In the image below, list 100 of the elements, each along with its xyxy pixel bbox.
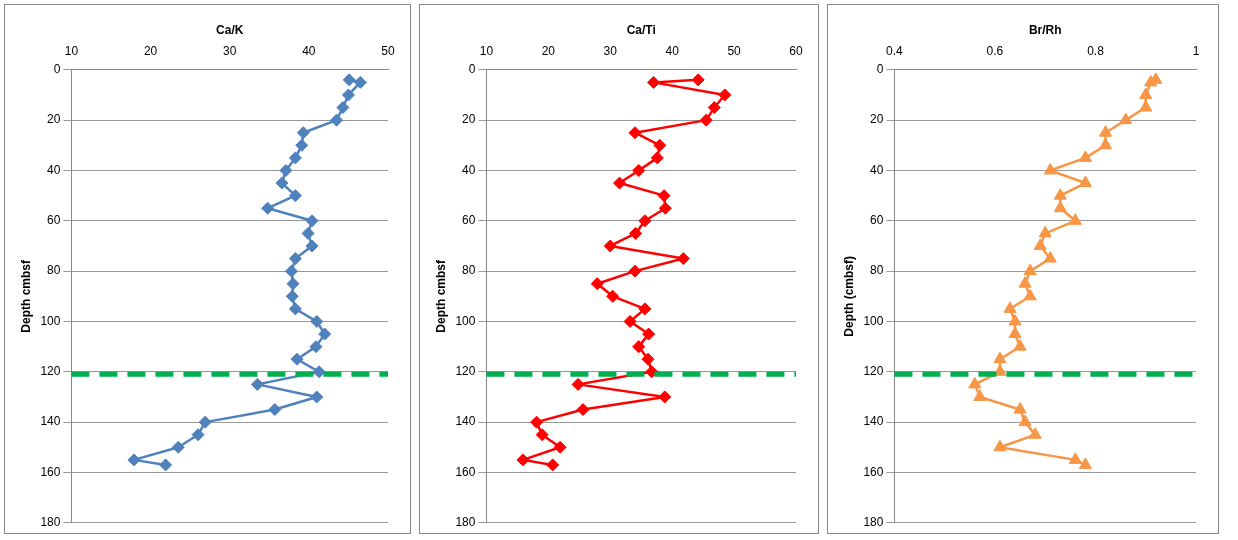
point <box>279 163 293 177</box>
point <box>1098 137 1113 150</box>
point <box>191 428 205 442</box>
y-tick-label: 40 <box>47 162 61 177</box>
point <box>309 340 323 354</box>
point <box>647 75 661 89</box>
x-tick-label: 0.4 <box>886 43 904 58</box>
point <box>353 75 367 89</box>
point <box>301 226 315 240</box>
y-tick-label: 180 <box>455 515 476 530</box>
point <box>1038 225 1052 238</box>
x-tick-label: 10 <box>479 43 494 58</box>
point <box>288 252 302 266</box>
point <box>1053 188 1067 200</box>
point <box>650 151 664 165</box>
point <box>632 163 646 177</box>
y-tick-label: 0 <box>53 62 61 77</box>
x-tick-label: 40 <box>665 43 680 58</box>
y-tick-label: 120 <box>455 364 476 379</box>
x-axis-title: Br/Rh <box>1028 22 1062 37</box>
y-tick-label: 140 <box>863 414 884 429</box>
point <box>968 376 982 389</box>
y-tick-label: 60 <box>870 213 884 228</box>
point <box>603 239 617 253</box>
point <box>336 101 350 115</box>
point <box>546 458 560 472</box>
y-tick-label: 100 <box>863 313 884 328</box>
y-tick-label: 140 <box>40 414 61 429</box>
point <box>1043 162 1057 175</box>
point <box>699 113 713 127</box>
point <box>1144 74 1158 87</box>
point <box>268 403 282 417</box>
point <box>1033 238 1047 250</box>
y-tick-label: 60 <box>462 213 476 228</box>
x-tick-label: 10 <box>64 43 79 58</box>
y-tick-label: 120 <box>40 364 61 379</box>
y-tick-label: 100 <box>40 313 61 328</box>
y-tick-label: 20 <box>870 112 884 127</box>
point <box>310 390 324 404</box>
point <box>642 327 656 341</box>
point <box>1018 276 1032 288</box>
y-tick-label: 0 <box>876 62 884 77</box>
point <box>638 302 652 316</box>
point <box>295 138 309 152</box>
point <box>288 151 302 165</box>
point <box>553 440 567 454</box>
point <box>707 101 721 115</box>
point <box>629 226 643 240</box>
point <box>198 415 212 429</box>
y-axis-title: Depth cmbsf <box>433 258 448 333</box>
point <box>973 389 987 401</box>
point <box>285 289 299 303</box>
y-tick-label: 180 <box>40 515 61 530</box>
point <box>1068 213 1082 225</box>
point <box>657 189 671 203</box>
point <box>606 289 620 303</box>
point <box>1028 427 1042 439</box>
point <box>1078 457 1092 469</box>
point <box>1139 87 1153 99</box>
y-tick-label: 0 <box>468 62 476 77</box>
point <box>638 214 652 228</box>
x-tick-label: 30 <box>223 43 237 58</box>
point <box>676 252 690 266</box>
point <box>590 277 604 291</box>
y-tick-label: 40 <box>870 162 884 177</box>
point <box>290 352 304 366</box>
x-tick-label: 60 <box>789 43 803 58</box>
point <box>613 176 627 190</box>
point <box>641 352 655 366</box>
point <box>330 113 344 127</box>
x-axis-title: Ca/Ti <box>626 22 656 37</box>
x-tick-label: 30 <box>603 43 618 58</box>
point <box>284 264 298 278</box>
y-tick-label: 40 <box>462 162 476 177</box>
point <box>1078 175 1092 188</box>
point <box>305 239 319 253</box>
point <box>1023 288 1037 301</box>
point <box>342 73 356 87</box>
point <box>288 189 302 203</box>
point <box>1078 150 1092 162</box>
y-tick-label: 160 <box>863 464 884 479</box>
point <box>691 73 705 87</box>
point <box>1119 112 1133 125</box>
point <box>645 365 659 379</box>
x-tick-label: 50 <box>727 43 742 58</box>
point <box>1013 339 1027 351</box>
y-axis-title: Depth cmbsf <box>18 258 33 333</box>
y-tick-label: 20 <box>462 112 476 127</box>
point <box>1008 326 1022 339</box>
y-tick-label: 160 <box>455 464 476 479</box>
point <box>275 176 289 190</box>
point <box>341 88 355 102</box>
point <box>628 264 642 278</box>
x-tick-label: 20 <box>143 43 158 58</box>
point <box>535 428 549 442</box>
point <box>318 327 332 341</box>
y-axis-title: Depth (cmbsf) <box>841 255 856 337</box>
y-tick-label: 180 <box>863 515 884 530</box>
y-tick-label: 20 <box>47 112 61 127</box>
y-tick-label: 80 <box>462 263 476 278</box>
